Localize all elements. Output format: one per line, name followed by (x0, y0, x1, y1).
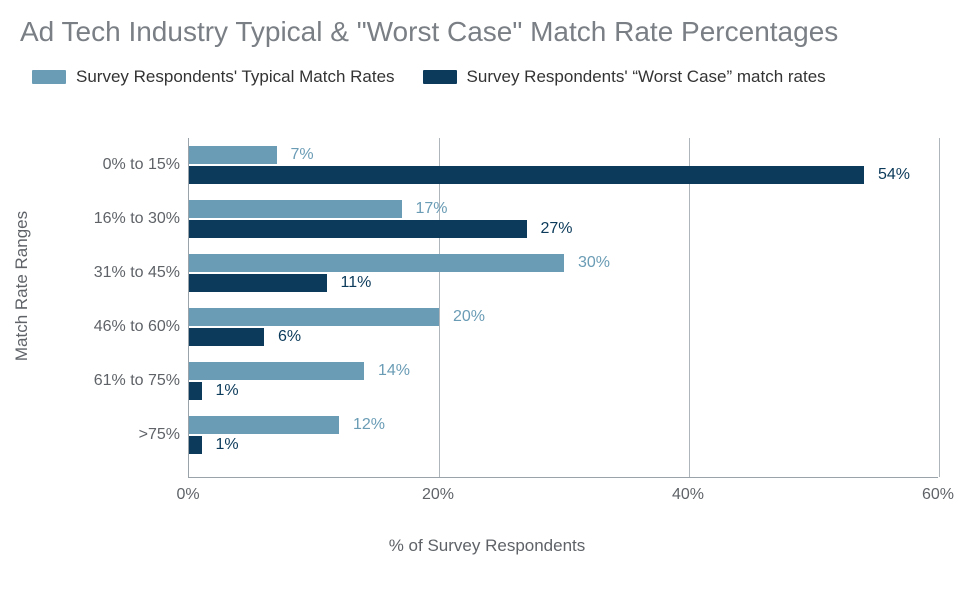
bar-label-worst-case: 1% (216, 382, 239, 400)
x-tick-label: 60% (922, 486, 954, 504)
bar-label-typical: 12% (353, 416, 385, 434)
category-label: >75% (20, 426, 180, 444)
bar-worst-case (189, 220, 527, 238)
category-label: 46% to 60% (20, 318, 180, 336)
bar-label-worst-case: 54% (878, 166, 910, 184)
bar-label-worst-case: 6% (278, 328, 301, 346)
gridline (689, 138, 690, 477)
chart-container: Ad Tech Industry Typical & "Worst Case" … (0, 0, 974, 600)
legend-swatch-typical (32, 70, 66, 84)
bar-label-worst-case: 1% (216, 436, 239, 454)
x-tick-label: 0% (176, 486, 199, 504)
bar-label-worst-case: 11% (341, 274, 372, 292)
legend-label-worst: Survey Respondents' “Worst Case” match r… (467, 67, 826, 87)
category-label: 31% to 45% (20, 264, 180, 282)
gridline (439, 138, 440, 477)
category-label: 16% to 30% (20, 210, 180, 228)
bar-label-worst-case: 27% (541, 220, 573, 238)
x-axis-title: % of Survey Respondents (18, 536, 956, 556)
x-tick-label: 20% (422, 486, 454, 504)
y-axis-title: Match Rate Ranges (12, 211, 32, 361)
bar-typical (189, 200, 402, 218)
bar-label-typical: 30% (578, 254, 610, 272)
bar-typical (189, 362, 364, 380)
bar-label-typical: 17% (416, 200, 448, 218)
legend-label-typical: Survey Respondents' Typical Match Rates (76, 67, 395, 87)
bar-worst-case (189, 382, 202, 400)
category-label: 61% to 75% (20, 372, 180, 390)
legend-item-typical: Survey Respondents' Typical Match Rates (32, 67, 395, 87)
bar-typical (189, 146, 277, 164)
bar-worst-case (189, 328, 264, 346)
bar-worst-case (189, 166, 864, 184)
category-label: 0% to 15% (20, 156, 180, 174)
bar-typical (189, 254, 564, 272)
gridline (939, 138, 940, 477)
bar-label-typical: 7% (291, 146, 314, 164)
bar-worst-case (189, 436, 202, 454)
legend-swatch-worst (423, 70, 457, 84)
bar-label-typical: 20% (453, 308, 485, 326)
legend: Survey Respondents' Typical Match Rates … (32, 67, 956, 87)
legend-item-worst: Survey Respondents' “Worst Case” match r… (423, 67, 826, 87)
bar-typical (189, 308, 439, 326)
bar-typical (189, 416, 339, 434)
chart-area: Match Rate Ranges % of Survey Respondent… (18, 138, 956, 578)
bar-label-typical: 14% (378, 362, 410, 380)
x-tick-label: 40% (672, 486, 704, 504)
chart-title: Ad Tech Industry Typical & "Worst Case" … (20, 14, 956, 49)
bar-worst-case (189, 274, 327, 292)
